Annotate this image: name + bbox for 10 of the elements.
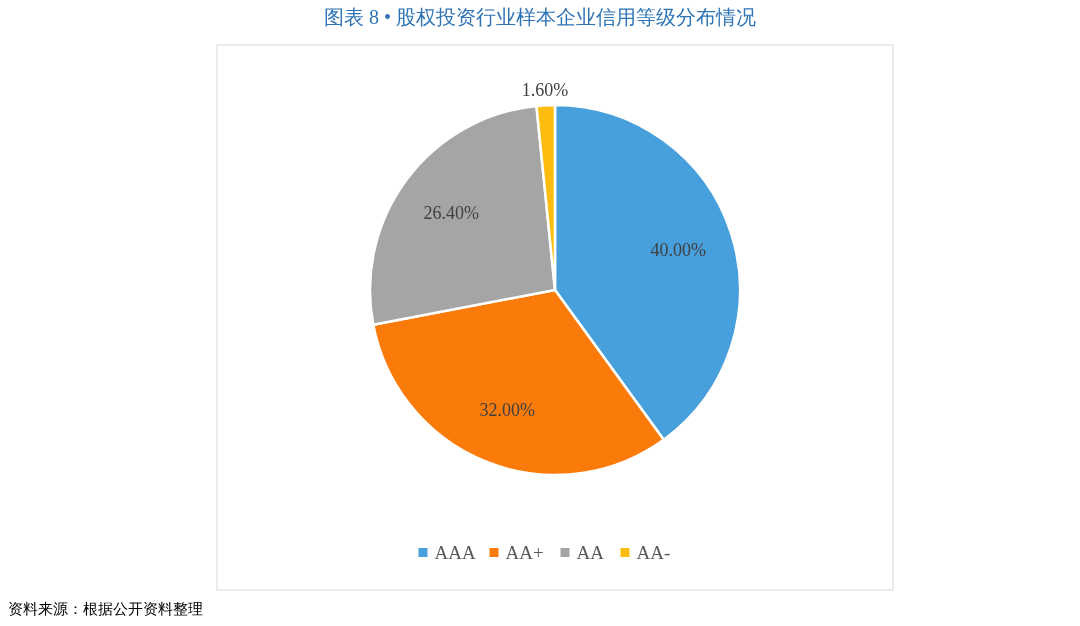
legend-label: AA <box>576 542 605 563</box>
data-label: 40.00% <box>650 239 706 260</box>
data-label: 26.40% <box>423 202 479 223</box>
legend-label: AA+ <box>505 542 544 563</box>
text: 资料来源：根据公开资料整理 <box>8 601 203 617</box>
data-label: 1.60% <box>521 80 569 101</box>
legend-label: AAA <box>434 542 476 563</box>
legend-label: AA- <box>636 542 671 563</box>
data-label: 32.00% <box>479 400 536 421</box>
chart-title: 图表 8 • 股权投资行业样本企业信用等级分布情况 <box>323 6 757 28</box>
